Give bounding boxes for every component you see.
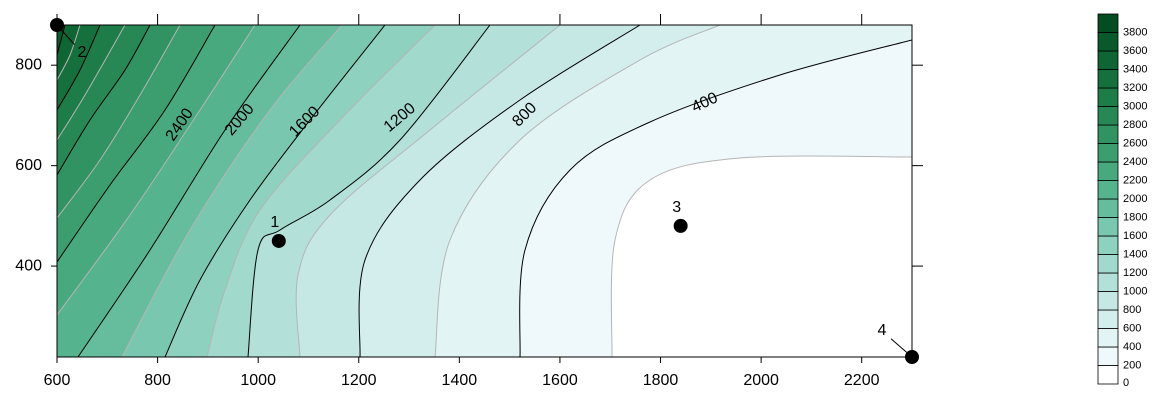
colorbar-label: 1600 [1123,230,1147,242]
colorbar-box [1097,291,1119,311]
colorbar-label: 3000 [1123,100,1147,112]
data-point [905,350,919,364]
x-tick-label: 1400 [442,372,478,389]
colorbar-label: 200 [1123,359,1141,371]
colorbar-box [1097,13,1119,33]
y-tick-label: 800 [15,56,42,73]
colorbar-box [1097,143,1119,163]
x-tick-label: 1800 [643,372,679,389]
colorbar-label: 2600 [1123,137,1147,149]
colorbar-box [1097,346,1119,366]
data-point [271,233,286,248]
data-point [673,218,688,233]
colorbar-label: 800 [1123,304,1141,316]
x-tick-label: 600 [44,372,71,389]
contour-line [519,39,912,357]
contour-line [77,25,301,357]
colorbar-label: 3600 [1123,45,1147,57]
point-label: 1 [270,214,279,231]
plot-frame [56,24,913,358]
data-point [50,18,64,32]
contour-line [57,25,181,219]
contour-line [57,25,151,176]
colorbar-box [1097,365,1119,385]
colorbar-label: 1200 [1123,267,1147,279]
contour-line [57,25,81,81]
colorbar-box [1097,124,1119,144]
point-label: 4 [878,322,887,339]
contour-line [206,25,436,357]
contour-band [57,25,80,80]
x-tick-label: 800 [144,372,171,389]
contour-line [610,155,912,357]
y-tick-label: 400 [15,257,42,274]
colorbar-label: 3800 [1123,26,1147,38]
y-tick-label: 600 [15,157,42,174]
colorbar-label: 3400 [1123,63,1147,75]
colorbar-box [1097,32,1119,52]
colorbar-box [1097,254,1119,274]
colorbar-label: 1000 [1123,285,1147,297]
colorbar-label: 2800 [1123,119,1147,131]
colorbar-box [1097,235,1119,255]
colorbar-label: 2400 [1123,156,1147,168]
x-tick-label: 1600 [542,372,578,389]
contour-line [57,25,101,111]
colorbar-box [1097,198,1119,218]
x-tick-label: 1200 [341,372,377,389]
colorbar-box [1097,180,1119,200]
contour-line [434,25,721,357]
contour-line [295,25,561,357]
contour-line [57,25,256,316]
colorbar-box [1097,217,1119,237]
contour-line [121,25,343,357]
contour-line [247,25,491,357]
colorbar-box [1097,50,1119,70]
colorbar-box [1097,272,1119,292]
x-tick-label: 2200 [844,372,880,389]
colorbar-box [1097,106,1119,126]
contour-line [164,25,386,357]
point-label: 2 [78,44,87,61]
colorbar-box [1097,328,1119,348]
colorbar-label: 2200 [1123,174,1147,186]
colorbar-label: 600 [1123,322,1141,334]
x-tick-label: 1000 [240,372,276,389]
colorbar-box [1097,309,1119,329]
colorbar-label: 2000 [1123,193,1147,205]
colorbar-label: 1800 [1123,211,1147,223]
point-label: 3 [672,199,681,216]
colorbar-label: 1400 [1123,248,1147,260]
x-tick-label: 2000 [743,372,779,389]
colorbar-label: 0 [1123,377,1129,389]
contour-line [358,25,641,357]
colorbar-label: 400 [1123,341,1141,353]
colorbar-label: 3200 [1123,82,1147,94]
contour-line [57,25,126,141]
colorbar-box [1097,87,1119,107]
overlay: 600 800 1000 1200 1400 1600 1800 2000 2200400600… [15,13,1147,389]
colorbar-box [1097,69,1119,89]
colorbar-box [1097,161,1119,181]
contour-line [57,25,216,263]
